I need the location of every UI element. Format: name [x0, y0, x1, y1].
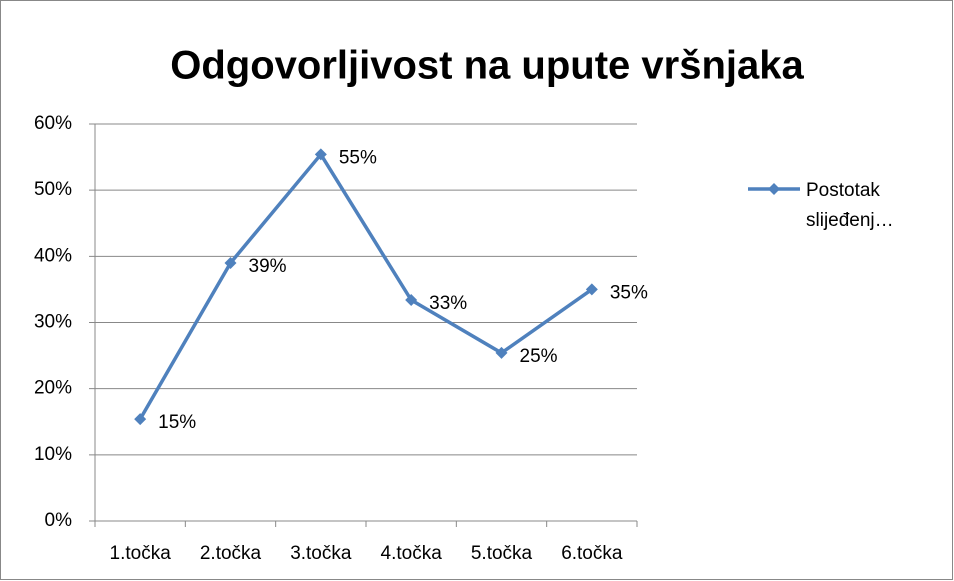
point-marker [134, 413, 147, 426]
data-label: 25% [520, 346, 558, 367]
data-label: 33% [429, 293, 467, 314]
x-tick-label: 2.točka [200, 543, 262, 564]
point-marker [224, 256, 237, 269]
y-tick-label: 60% [34, 113, 72, 134]
y-tick-label: 40% [34, 245, 72, 266]
y-tick-label: 50% [34, 179, 72, 200]
data-label: 39% [249, 256, 287, 277]
series-line [138, 152, 593, 420]
x-tick-label: 3.točka [290, 543, 352, 564]
point-marker [585, 283, 598, 296]
x-tick-label: 1.točka [110, 543, 172, 564]
legend-label: Postotak slijeđenj… [806, 180, 894, 231]
point-marker [405, 294, 418, 307]
data-label: 35% [610, 282, 648, 303]
point-marker [495, 346, 508, 359]
chart-title: Odgovorljivost na upute vršnjaka [170, 44, 804, 88]
y-tick-label: 30% [34, 312, 72, 333]
data-label: 55% [339, 147, 377, 168]
point-marker [314, 148, 327, 161]
legend-marker [768, 183, 780, 195]
y-tick-label: 20% [34, 378, 72, 399]
x-tick-label: 4.točka [381, 543, 443, 564]
x-tick-label: 6.točka [561, 543, 623, 564]
data-label: 15% [158, 412, 196, 433]
y-tick-label: 0% [45, 510, 73, 531]
y-tick-label: 10% [34, 444, 72, 465]
x-tick-label: 5.točka [471, 543, 533, 564]
